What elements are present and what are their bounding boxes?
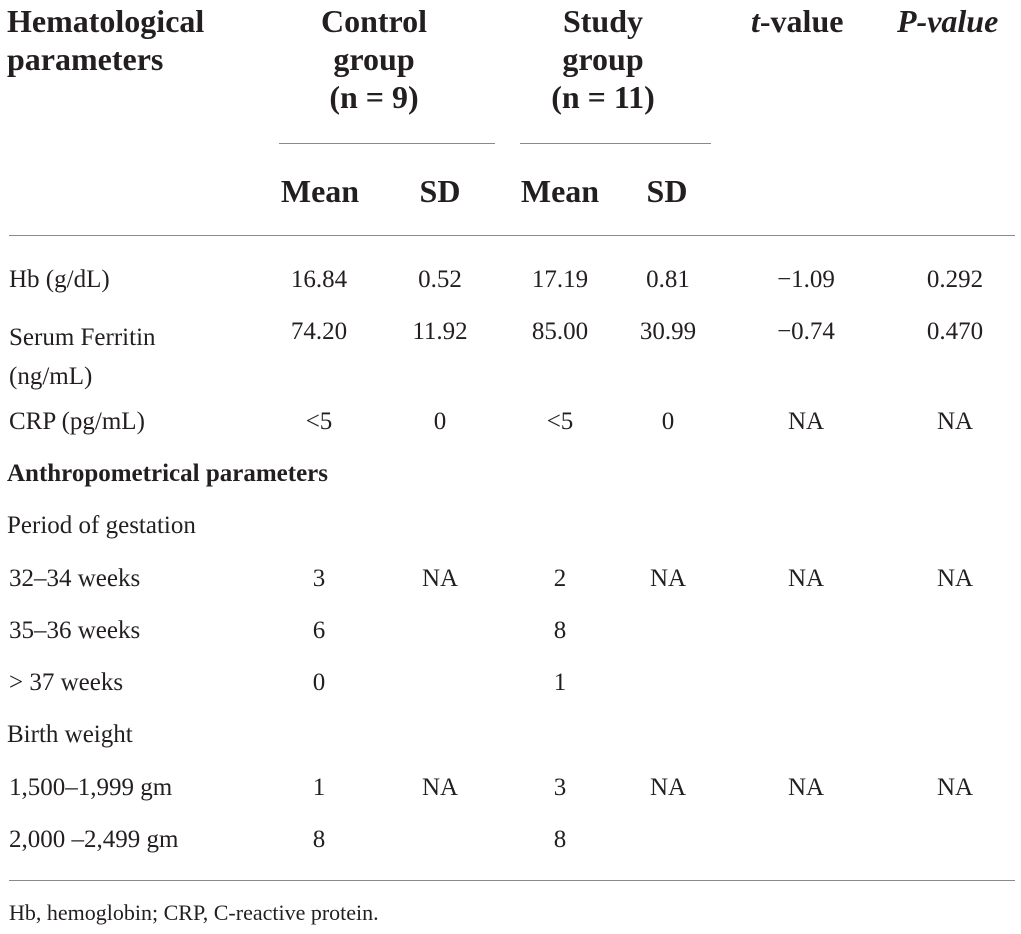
section-anthropometrical: Anthropometrical parameters [7, 460, 328, 487]
row-2000-study-mean: 8 [553, 826, 567, 853]
row-32-34-p-value: NA [936, 565, 974, 592]
row-35-36-study-mean: 8 [553, 617, 567, 644]
header-control-group: Control group (n = 9) [274, 2, 474, 116]
row-ferritin-label-line2: (ng/mL) [9, 363, 93, 390]
header-hematological: Hematological parameters [7, 2, 204, 78]
header-p-value: P-value [897, 2, 998, 40]
row-hb-study-sd: 0.81 [646, 266, 690, 293]
header-t-value: t-value [751, 2, 843, 40]
header-control-line1: Control [320, 3, 428, 39]
row-birth-weight-label: Birth weight [7, 721, 133, 748]
row-ferritin-label-line1: Serum Ferritin [9, 324, 156, 351]
row-2000-control-mean: 8 [312, 826, 326, 853]
row-32-34-study-mean: 2 [553, 565, 567, 592]
subheader-study-sd: SD [646, 173, 688, 209]
row-1500-p-value: NA [936, 774, 974, 801]
row-32-34-t-value: NA [787, 565, 825, 592]
header-study-line2: group [562, 41, 644, 77]
row-crp-study-mean: <5 [546, 408, 574, 435]
table-footnote: Hb, hemoglobin; CRP, C-reactive protein. [9, 900, 379, 925]
row-crp-t-value: NA [787, 408, 825, 435]
row-1500-control-sd: NA [421, 774, 459, 801]
study-group-rule [520, 143, 711, 144]
row-1500-t-value: NA [787, 774, 825, 801]
row-ferritin-p-value: 0.470 [926, 318, 984, 345]
row-35-36-control-mean: 6 [312, 617, 326, 644]
table-bottom-rule [9, 880, 1015, 881]
row-hb-t-value: −1.09 [777, 266, 835, 293]
row-2000-label: 2,000 –2,499 gm [9, 826, 179, 853]
header-study-group: Study group (n = 11) [503, 2, 703, 116]
row-37-control-mean: 0 [312, 669, 326, 696]
header-bottom-rule [9, 235, 1015, 236]
row-37-study-mean: 1 [553, 669, 567, 696]
row-ferritin-label: Serum Ferritin (ng/mL) [9, 318, 156, 396]
header-p-italic: P-value [897, 3, 999, 39]
header-col1-line1: Hematological [7, 3, 205, 39]
header-t-suffix: -value [759, 3, 844, 39]
row-1500-label: 1,500–1,999 gm [9, 774, 173, 801]
subheader-study-mean: Mean [520, 173, 600, 209]
row-gestation-label: Period of gestation [7, 512, 196, 539]
control-group-rule [279, 143, 495, 144]
header-col1-line2: parameters [7, 41, 164, 77]
row-hb-p-value: 0.292 [926, 266, 984, 293]
row-ferritin-study-mean: 85.00 [531, 318, 589, 345]
row-crp-label: CRP (pg/mL) [9, 408, 145, 435]
header-study-line3: (n = 11) [551, 79, 655, 115]
row-37-label: > 37 weeks [9, 669, 124, 696]
row-35-36-label: 35–36 weeks [9, 617, 141, 644]
header-control-line2: group [333, 41, 415, 77]
header-control-line3: (n = 9) [329, 79, 419, 115]
row-crp-control-mean: <5 [305, 408, 333, 435]
row-32-34-control-sd: NA [421, 565, 459, 592]
row-hb-control-mean: 16.84 [290, 266, 348, 293]
row-32-34-control-mean: 3 [312, 565, 326, 592]
row-hb-control-sd: 0.52 [418, 266, 462, 293]
row-crp-study-sd: 0 [661, 408, 675, 435]
row-ferritin-t-value: −0.74 [777, 318, 835, 345]
row-32-34-study-sd: NA [649, 565, 687, 592]
row-hb-label: Hb (g/dL) [9, 266, 110, 293]
row-32-34-label: 32–34 weeks [9, 565, 141, 592]
row-ferritin-control-mean: 74.20 [290, 318, 348, 345]
row-1500-study-sd: NA [649, 774, 687, 801]
subheader-control-mean: Mean [280, 173, 360, 209]
row-1500-control-mean: 1 [312, 774, 326, 801]
row-ferritin-control-sd: 11.92 [412, 318, 468, 345]
row-hb-study-mean: 17.19 [531, 266, 589, 293]
row-ferritin-study-sd: 30.99 [639, 318, 697, 345]
row-crp-p-value: NA [936, 408, 974, 435]
row-crp-control-sd: 0 [433, 408, 447, 435]
row-1500-study-mean: 3 [553, 774, 567, 801]
header-study-line1: Study [562, 3, 644, 39]
header-t-italic: t [751, 3, 760, 39]
subheader-control-sd: SD [419, 173, 461, 209]
